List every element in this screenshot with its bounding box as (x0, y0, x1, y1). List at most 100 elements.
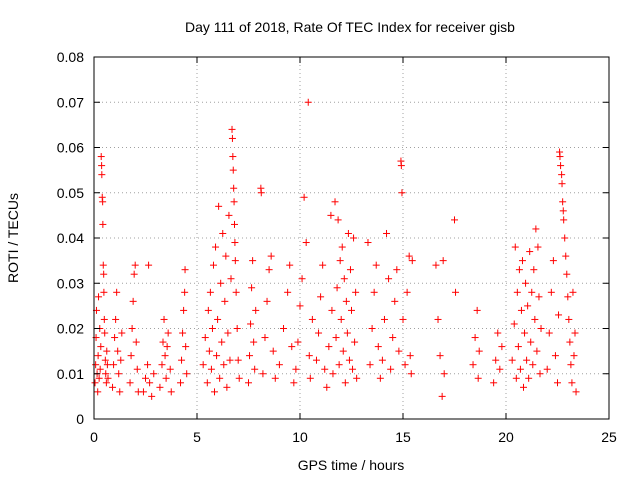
data-point (439, 257, 447, 265)
data-point (543, 365, 551, 373)
data-point (403, 288, 411, 296)
data-point (451, 216, 458, 224)
data-point (520, 383, 528, 391)
data-point (110, 361, 118, 369)
data-point (183, 370, 191, 378)
data-point (328, 306, 336, 314)
data-point (452, 288, 460, 296)
data-point (321, 365, 329, 373)
data-point (436, 352, 444, 360)
data-point (525, 374, 533, 382)
data-point (526, 248, 534, 256)
data-point (407, 370, 415, 378)
data-point (226, 356, 234, 364)
data-point (250, 338, 258, 346)
data-point (556, 153, 564, 161)
data-point (340, 275, 348, 283)
data-point (536, 370, 544, 378)
data-point (245, 379, 252, 387)
data-point (406, 352, 414, 360)
data-point (99, 198, 107, 206)
x-tick-label: 25 (601, 429, 617, 445)
data-point (513, 288, 521, 296)
data-point (342, 297, 350, 305)
data-point (97, 153, 105, 161)
data-point (96, 365, 104, 373)
data-point (512, 374, 520, 382)
data-point (302, 239, 310, 247)
data-point (351, 338, 359, 346)
data-point (100, 270, 108, 278)
data-point (304, 98, 312, 106)
data-point (325, 343, 333, 351)
data-point (383, 229, 391, 237)
data-point (569, 288, 577, 296)
data-point (517, 306, 525, 314)
data-point (259, 370, 267, 378)
data-point (534, 243, 542, 251)
data-point (115, 370, 123, 378)
data-point (132, 338, 140, 346)
data-point (490, 379, 498, 387)
data-point (560, 216, 568, 224)
data-point (521, 329, 529, 337)
data-point (91, 379, 99, 387)
y-tick-label: 0 (76, 411, 84, 427)
data-point (228, 125, 236, 133)
data-point (145, 261, 153, 269)
data-point (269, 347, 277, 355)
data-point (350, 234, 358, 242)
data-point (113, 288, 121, 296)
data-point (531, 315, 539, 323)
data-point (219, 229, 227, 237)
data-point (160, 315, 168, 323)
data-point (527, 338, 535, 346)
data-point (339, 347, 347, 355)
data-point (346, 266, 354, 274)
data-point (393, 266, 401, 274)
data-point (229, 166, 237, 174)
data-point (565, 315, 573, 323)
data-point (298, 275, 306, 283)
data-point (405, 252, 413, 260)
data-point (263, 297, 271, 305)
data-point (533, 347, 541, 355)
data-point (247, 320, 255, 328)
data-point (146, 379, 154, 387)
y-tick-label: 0.07 (57, 94, 84, 110)
data-point (376, 374, 384, 382)
data-point (150, 370, 158, 378)
data-point (201, 334, 209, 342)
data-point (252, 306, 260, 314)
data-point (128, 325, 136, 332)
data-point (545, 329, 553, 337)
data-point (163, 343, 171, 351)
data-point (323, 383, 331, 391)
data-point (148, 392, 156, 400)
data-point (559, 198, 567, 206)
data-point (391, 297, 399, 305)
data-point (344, 229, 352, 237)
data-point (475, 347, 483, 355)
data-point (265, 266, 273, 274)
data-point (571, 329, 579, 337)
x-axis-tick-labels: 0 5 10 15 20 25 (90, 429, 617, 445)
data-point (498, 343, 506, 351)
data-point (280, 325, 288, 332)
data-point (227, 275, 235, 283)
data-point (275, 361, 283, 369)
data-point (370, 288, 378, 296)
chart-title: Day 111 of 2018, Rate Of TEC Index for r… (185, 19, 515, 35)
data-point (306, 374, 314, 382)
data-point (206, 288, 214, 296)
grid-lines (94, 57, 609, 419)
data-point (398, 189, 406, 197)
data-point (352, 288, 360, 296)
y-tick-label: 0.01 (57, 366, 84, 382)
data-point (220, 361, 228, 369)
data-point (233, 325, 241, 332)
data-point (315, 329, 323, 337)
data-point (214, 315, 222, 323)
data-point (230, 184, 238, 192)
